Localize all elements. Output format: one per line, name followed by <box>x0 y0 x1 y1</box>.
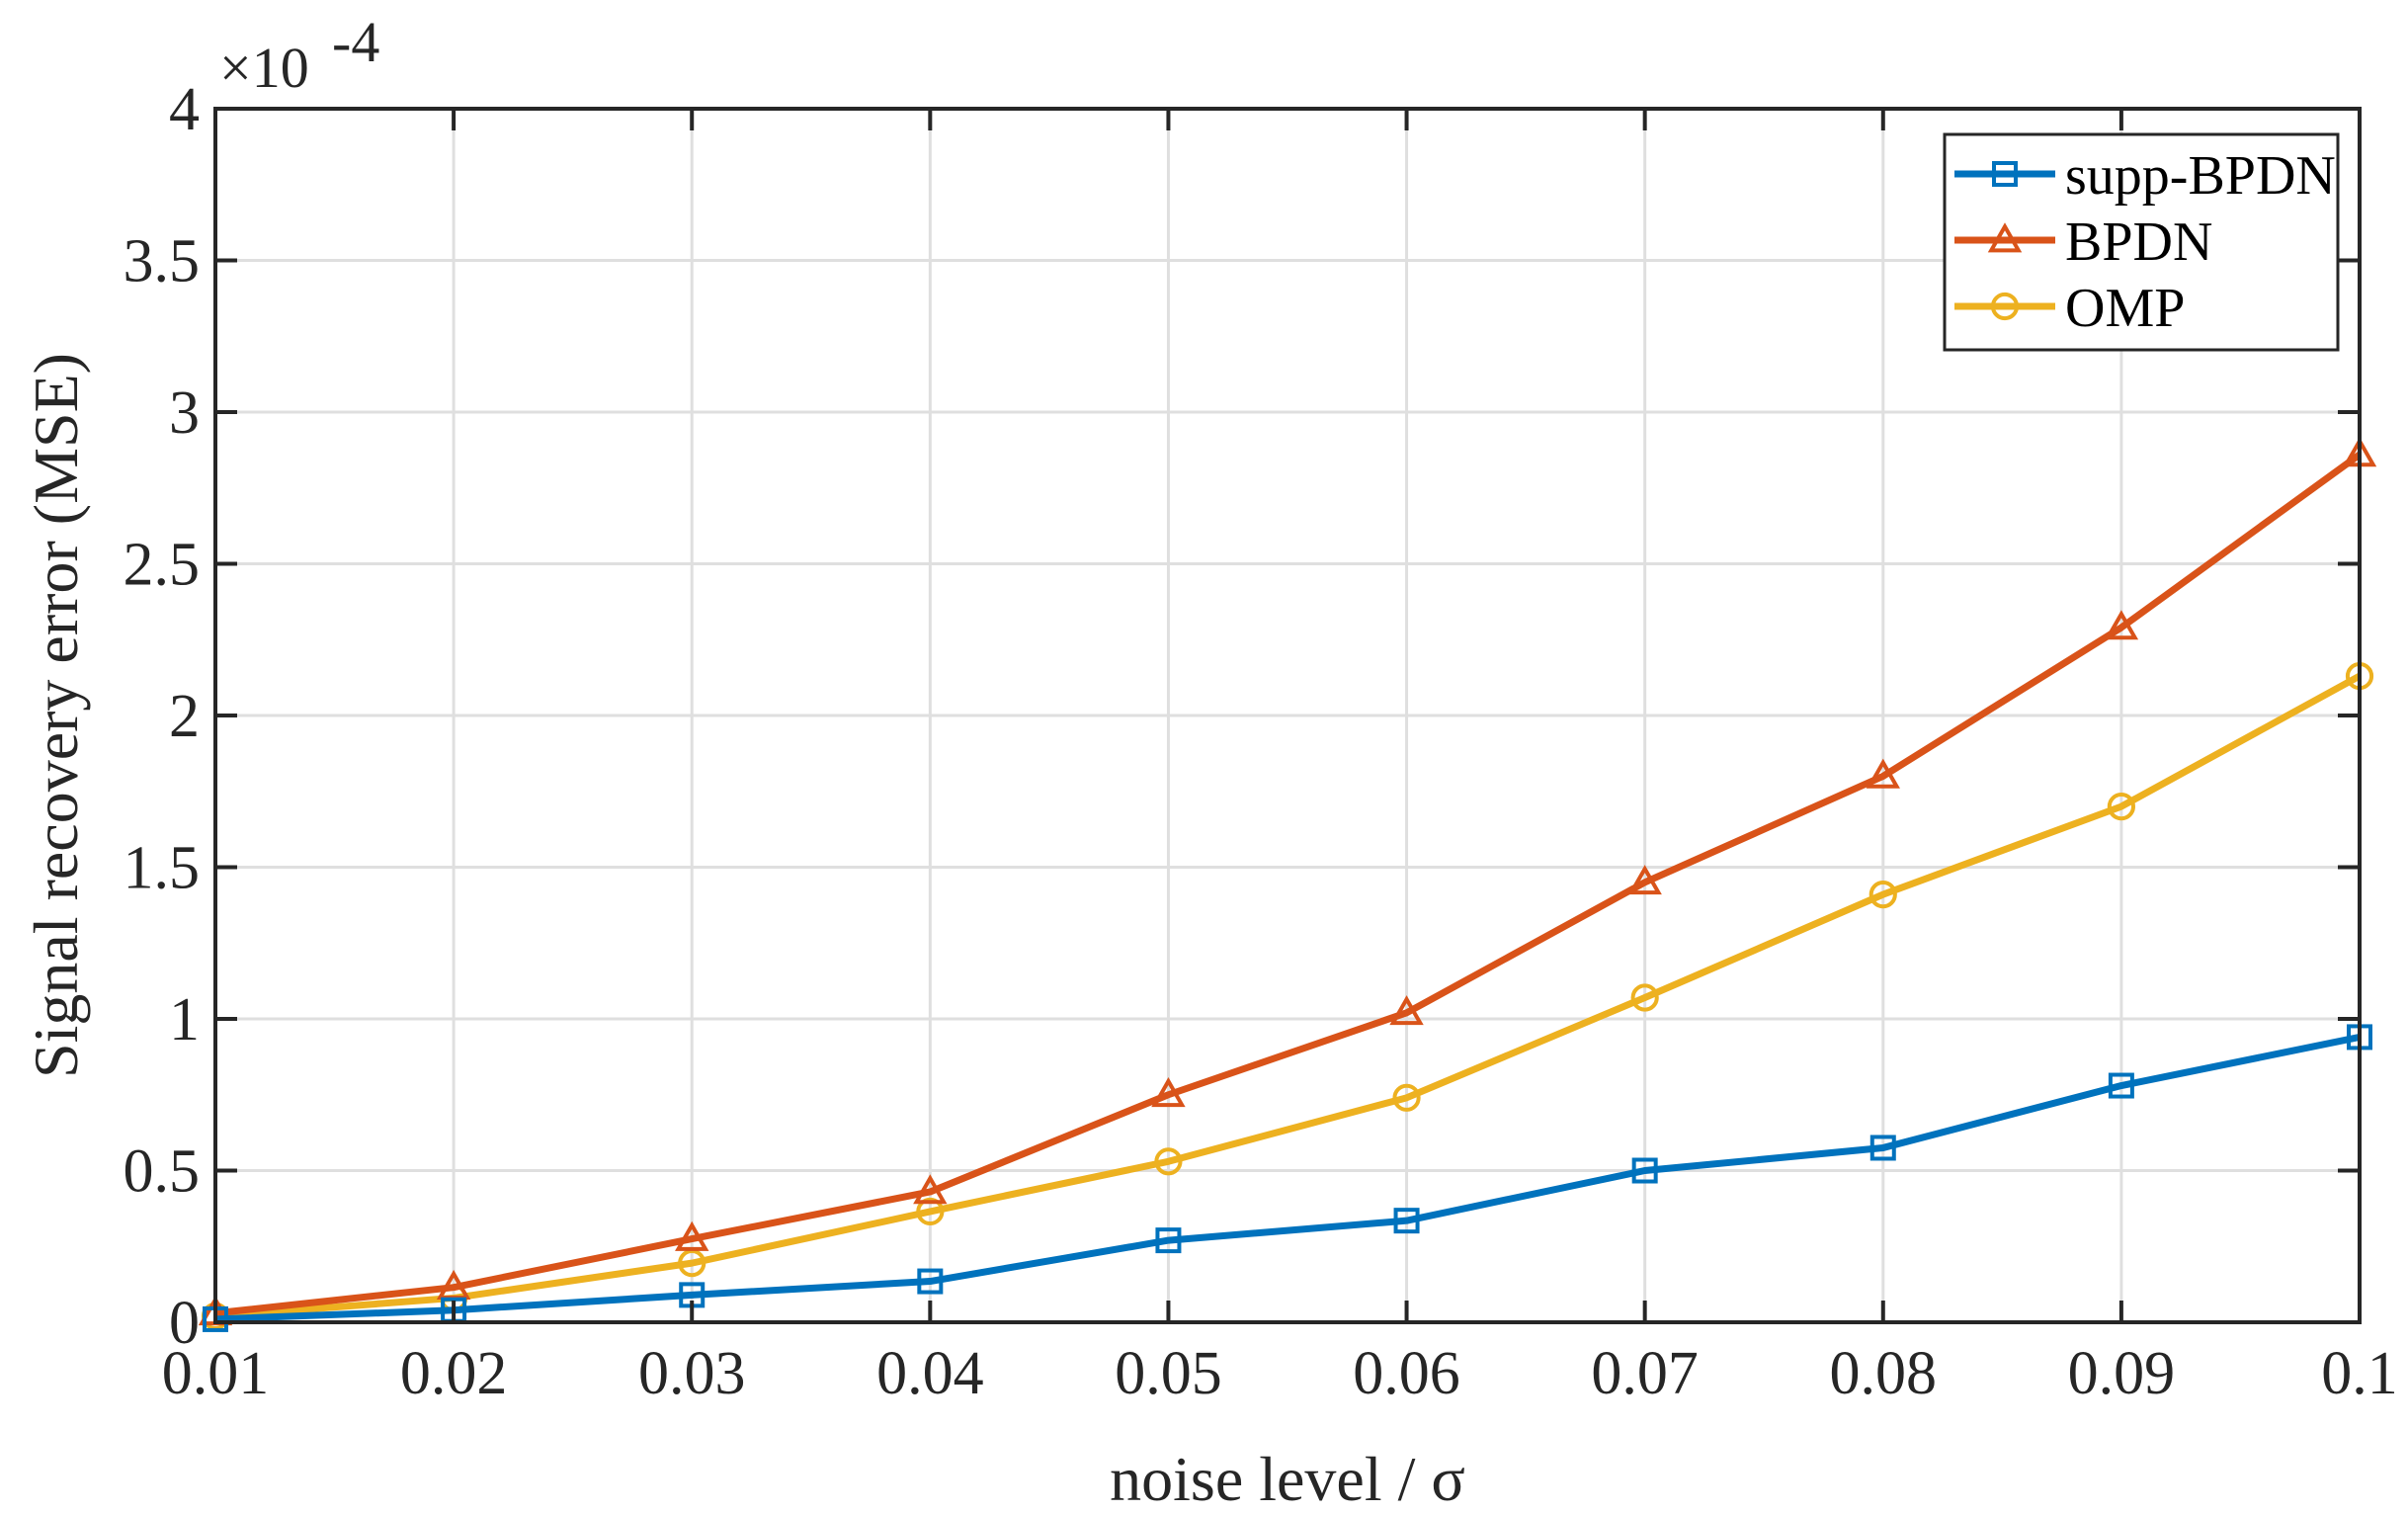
data-point-square <box>1155 1227 1182 1254</box>
y-multiplier-exponent: -4 <box>332 10 379 74</box>
data-point-triangle <box>1151 1076 1186 1108</box>
legend-label: supp-BPDN <box>2065 145 2336 207</box>
series-line <box>214 673 2362 1320</box>
data-point-circle <box>1392 1083 1421 1112</box>
x-tick-label: 0.04 <box>876 1340 984 1407</box>
x-tick-label: 0.05 <box>1115 1340 1222 1407</box>
data-point-circle <box>1154 1147 1183 1176</box>
y-multiplier: ×10 -4 <box>219 10 379 100</box>
y-tick-label: 4 <box>169 76 200 143</box>
y-tick-label: 3 <box>169 379 200 447</box>
x-tick-label: 0.07 <box>1591 1340 1699 1407</box>
data-point-square <box>1631 1157 1658 1184</box>
y-tick-label: 2 <box>169 683 200 750</box>
ticks: 0.01 0.02 0.03 0.04 0.05 0.06 0.07 0.08 0.09 0.1 0… <box>124 76 2398 1407</box>
data-point-square <box>2108 1072 2134 1099</box>
legend-label: OMP <box>2065 278 2185 339</box>
data-point-triangle <box>2104 610 2139 640</box>
data-point-circle <box>1868 881 1897 909</box>
series-line <box>214 1033 2361 1323</box>
data-point-circle <box>678 1249 706 1278</box>
x-tick-label: 0.06 <box>1353 1340 1460 1407</box>
x-tick-label: 0.08 <box>1830 1340 1938 1407</box>
data-point-triangle <box>1389 995 1424 1026</box>
legend-entry: supp-BPDN <box>1954 145 2336 207</box>
y-tick-label: 1.5 <box>124 835 201 902</box>
x-tick-label: 0.03 <box>638 1340 746 1407</box>
y-tick-label: 0 <box>169 1290 200 1357</box>
x-axis-label: noise level / σ <box>1110 1444 1465 1514</box>
data-point-triangle <box>675 1220 709 1251</box>
y-axis-label: Signal recovery error (MSE) <box>21 353 91 1078</box>
y-tick-label: 0.5 <box>124 1138 201 1206</box>
data-point-triangle <box>1987 222 2023 253</box>
data-point-circle <box>1630 983 1659 1012</box>
data-point-square <box>1992 161 2018 187</box>
y-multiplier-base: ×10 <box>219 36 309 100</box>
x-tick-label: 0.01 <box>162 1340 270 1407</box>
data-point-square <box>1393 1208 1420 1234</box>
y-tick-label: 3.5 <box>124 228 201 295</box>
data-point-square <box>917 1268 944 1295</box>
x-tick-label: 0.1 <box>2321 1340 2398 1407</box>
x-tick-label: 0.02 <box>400 1340 508 1407</box>
data-point-circle <box>916 1197 945 1226</box>
x-tick-label: 0.09 <box>2068 1340 2176 1407</box>
data-point-triangle <box>913 1174 948 1205</box>
y-tick-label: 1 <box>169 986 200 1053</box>
series-line <box>214 452 2363 1317</box>
legend-label: BPDN <box>2065 211 2212 273</box>
data-point-circle <box>1990 292 2020 321</box>
legend-entry: OMP <box>1954 278 2185 339</box>
data-point-square <box>1869 1135 1896 1161</box>
data-point-circle <box>2107 793 2135 821</box>
data-point-triangle <box>1627 865 1662 895</box>
data-point-triangle <box>1866 758 1900 789</box>
y-tick-label: 2.5 <box>124 532 201 599</box>
legend-entry: BPDN <box>1954 211 2212 273</box>
